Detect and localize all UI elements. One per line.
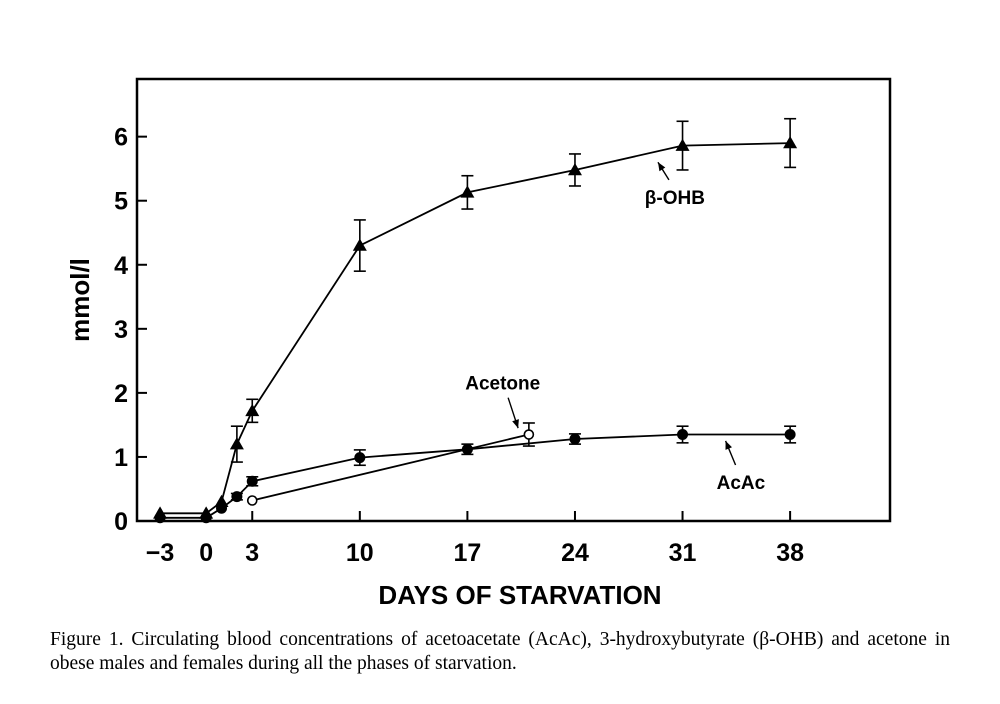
x-tick-label: 24 <box>561 539 589 567</box>
data-point <box>523 429 535 440</box>
annotation-arrowhead <box>658 162 666 172</box>
y-tick-label: 3 <box>114 316 128 344</box>
annotation-arrowhead <box>512 419 519 429</box>
data-point <box>783 136 798 149</box>
annotation-label: AcAc <box>717 473 766 494</box>
x-tick-label: 17 <box>453 539 481 567</box>
data-point <box>354 452 366 464</box>
series-line <box>252 433 530 502</box>
plot-frame <box>135 77 892 523</box>
annotation-arrowhead <box>725 440 732 450</box>
x-tick-label: 31 <box>669 539 697 567</box>
series-acetone <box>246 422 535 506</box>
x-tick-label: −3 <box>146 539 175 567</box>
data-point <box>569 433 581 445</box>
y-tick-label: 5 <box>114 188 128 216</box>
series-bohb <box>153 117 798 519</box>
data-point <box>246 475 258 487</box>
y-tick-label: 2 <box>114 380 128 408</box>
data-point <box>246 495 258 506</box>
data-point <box>245 403 260 417</box>
figure-caption: Figure 1. Circulating blood concentratio… <box>50 629 950 674</box>
data-point <box>231 491 243 503</box>
data-point <box>784 429 796 441</box>
y-tick-label: 6 <box>114 124 128 152</box>
y-tick-label: 4 <box>114 252 128 280</box>
x-tick-label: 38 <box>776 539 804 567</box>
y-axis-title: mmol/l <box>65 258 95 342</box>
data-point <box>460 185 475 198</box>
series-line <box>160 433 791 519</box>
data-point <box>677 429 689 441</box>
series-acac <box>154 425 797 524</box>
chart: 0 1 2 3 4 5 6 −3 0 3 10 17 24 31 38 β-OHB Acetone AcAc D… <box>65 77 892 610</box>
x-tick-label: 3 <box>245 539 259 567</box>
x-axis-title: DAYS OF STARVATION <box>378 580 661 610</box>
annotations: β-OHB Acetone AcAc <box>465 161 766 494</box>
annotation-acac: AcAc <box>717 440 766 494</box>
data-point <box>567 162 582 176</box>
y-tick-label: 0 <box>114 508 128 536</box>
data-point <box>675 138 690 151</box>
annotation-acetone: Acetone <box>465 374 540 429</box>
data-point <box>216 502 228 514</box>
data-point <box>200 512 212 524</box>
y-tick-label: 1 <box>114 444 128 472</box>
data-point <box>154 512 166 524</box>
annotation-label: Acetone <box>465 374 540 395</box>
x-tick-label: 10 <box>346 539 374 567</box>
annotation-label: β-OHB <box>645 188 705 209</box>
annotation-bohb: β-OHB <box>645 161 705 209</box>
series-line <box>160 142 791 515</box>
data-point <box>229 437 244 450</box>
x-tick-label: 0 <box>199 539 213 567</box>
series-group <box>153 117 798 524</box>
data-point <box>352 238 367 251</box>
